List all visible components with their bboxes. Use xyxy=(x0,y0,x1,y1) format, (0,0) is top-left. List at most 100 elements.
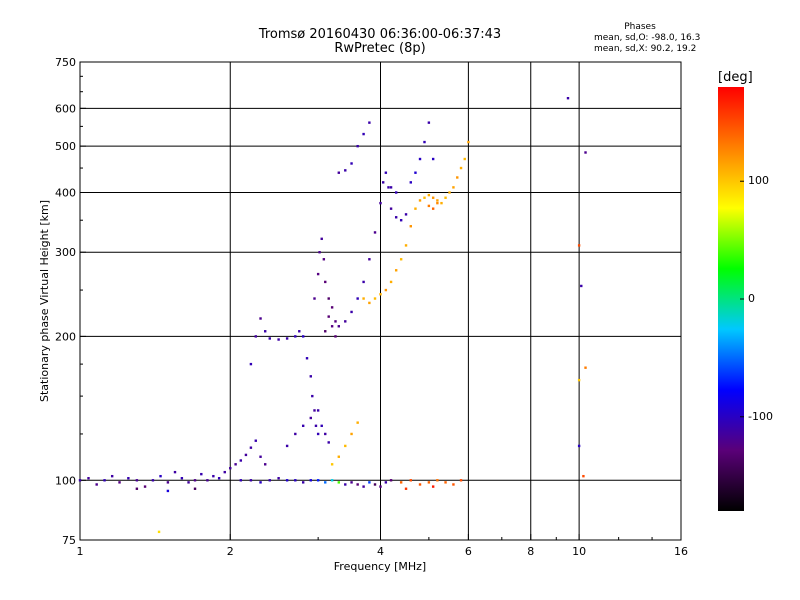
data-point xyxy=(379,201,382,205)
data-point xyxy=(389,280,393,284)
y-tick-label: 500 xyxy=(55,140,76,153)
x-tick-label: 16 xyxy=(674,545,688,558)
data-point xyxy=(327,297,330,300)
x-tick-label: 1 xyxy=(77,545,84,558)
data-point xyxy=(294,432,297,436)
y-tick-label: 600 xyxy=(55,102,76,115)
data-point xyxy=(427,481,431,484)
data-point xyxy=(330,479,334,482)
data-point xyxy=(277,477,280,480)
data-point xyxy=(368,301,371,305)
data-point xyxy=(414,171,417,174)
data-point xyxy=(379,485,382,488)
data-point xyxy=(431,196,435,199)
chart-title: Tromsø 20160430 06:36:00-06:37:43 xyxy=(258,27,502,42)
data-point xyxy=(350,432,353,436)
data-point xyxy=(334,320,337,323)
x-tick-label: 6 xyxy=(465,545,472,558)
data-point xyxy=(309,375,312,378)
data-point xyxy=(350,481,353,484)
data-point xyxy=(448,191,451,194)
data-point xyxy=(316,272,320,276)
data-point xyxy=(418,157,422,161)
data-point xyxy=(362,485,365,488)
data-point xyxy=(409,225,412,228)
data-point xyxy=(404,244,408,247)
data-point xyxy=(381,181,385,184)
data-point xyxy=(384,288,388,292)
data-point xyxy=(423,140,426,144)
data-point xyxy=(301,335,305,338)
data-point xyxy=(399,481,403,484)
data-point xyxy=(368,258,371,261)
data-point xyxy=(362,297,365,300)
data-point xyxy=(337,325,341,328)
data-point xyxy=(373,483,377,486)
data-point xyxy=(298,330,301,333)
x-tick-label: 4 xyxy=(377,545,384,558)
data-point xyxy=(399,219,403,222)
data-point xyxy=(330,463,334,466)
data-point xyxy=(431,485,435,488)
data-point xyxy=(143,485,147,488)
y-tick-label: 300 xyxy=(55,246,76,259)
data-point xyxy=(320,237,323,241)
data-point xyxy=(368,481,371,484)
phase-x-stats: mean, sd,X: 90.2, 19.2 xyxy=(594,44,697,54)
data-point xyxy=(467,140,470,144)
data-point xyxy=(356,421,359,424)
data-point xyxy=(350,310,353,314)
data-point xyxy=(344,444,347,448)
data-point xyxy=(337,171,341,174)
data-point xyxy=(356,144,359,148)
data-point xyxy=(259,481,262,484)
data-point xyxy=(259,317,262,320)
data-point xyxy=(582,474,585,478)
data-point xyxy=(384,171,388,174)
data-point xyxy=(277,338,280,341)
y-tick-label: 100 xyxy=(55,474,76,487)
data-point xyxy=(404,213,408,216)
data-point xyxy=(229,466,232,470)
colorbar-tick-label: 100 xyxy=(748,174,769,188)
data-point xyxy=(577,378,581,382)
data-point xyxy=(324,481,327,484)
data-point xyxy=(314,424,318,428)
data-point xyxy=(309,416,312,420)
data-point xyxy=(362,132,365,136)
data-point xyxy=(217,477,221,480)
data-point xyxy=(87,477,90,480)
data-point xyxy=(264,463,267,466)
data-point xyxy=(327,441,330,444)
y-tick-label: 200 xyxy=(55,330,76,343)
data-point xyxy=(580,284,583,288)
data-point xyxy=(316,432,320,436)
data-point xyxy=(95,483,98,486)
colorbar-tick-label: -100 xyxy=(748,409,773,423)
data-point xyxy=(436,479,439,482)
grid-lines xyxy=(80,62,681,540)
data-point xyxy=(294,335,297,338)
data-point xyxy=(394,191,398,194)
data-point xyxy=(334,335,337,338)
data-point xyxy=(157,530,161,534)
y-tick-label: 400 xyxy=(55,186,76,199)
x-axis-label: Frequency [MHz] xyxy=(334,560,426,573)
data-point xyxy=(268,479,271,482)
phase-o-stats: mean, sd,O: -98.0, 16.3 xyxy=(594,33,701,43)
data-point xyxy=(249,479,253,482)
data-point xyxy=(200,472,203,476)
colorbar-unit: [deg] xyxy=(718,70,753,85)
data-point xyxy=(234,463,237,466)
data-point xyxy=(187,481,190,484)
data-point xyxy=(418,199,422,202)
data-point xyxy=(389,186,393,189)
data-point xyxy=(431,157,435,161)
data-point xyxy=(318,251,321,254)
data-point xyxy=(440,201,443,205)
data-point xyxy=(414,207,417,210)
data-point xyxy=(127,477,130,480)
data-point xyxy=(309,479,312,482)
axis-ticks xyxy=(79,61,682,541)
